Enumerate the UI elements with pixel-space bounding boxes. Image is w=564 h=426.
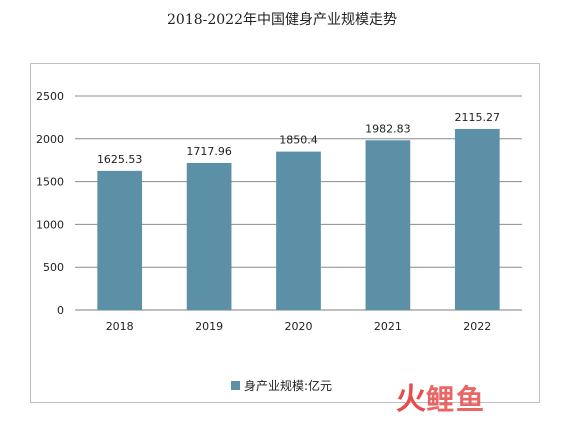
y-tick-label: 0 — [57, 304, 64, 317]
y-tick-label: 1500 — [36, 176, 64, 189]
watermark-text: 鲤鱼 — [426, 383, 487, 416]
bar — [97, 170, 143, 310]
data-label: 2115.27 — [455, 111, 501, 124]
x-tick-label: 2022 — [463, 320, 491, 333]
bar — [276, 151, 321, 310]
y-tick-label: 2000 — [36, 133, 64, 146]
y-tick-label: 500 — [43, 261, 64, 274]
chart-frame — [30, 63, 540, 403]
y-tick-label: 1000 — [36, 218, 64, 231]
x-tick-label: 2021 — [374, 320, 402, 333]
chart-title: 2018-2022年中国健身产业规模走势 — [167, 12, 397, 28]
legend-swatch — [231, 381, 240, 390]
bar — [186, 162, 232, 310]
legend-label: 身产业规模:亿元 — [244, 379, 333, 393]
x-tick-label: 2018 — [106, 320, 134, 333]
data-label: 1717.96 — [186, 145, 232, 158]
bar — [454, 128, 500, 310]
bar — [365, 140, 411, 310]
legend: 身产业规模:亿元 — [231, 377, 332, 394]
watermark-logo: 火 鲤鱼 — [396, 385, 486, 415]
data-label: 1850.4 — [279, 134, 318, 147]
y-tick-label: 2500 — [36, 90, 64, 103]
x-tick-label: 2019 — [195, 320, 223, 333]
fire-icon: 火 — [396, 382, 426, 417]
data-label: 1982.83 — [365, 122, 411, 135]
data-label: 1625.53 — [97, 153, 143, 166]
x-tick-label: 2020 — [285, 320, 313, 333]
